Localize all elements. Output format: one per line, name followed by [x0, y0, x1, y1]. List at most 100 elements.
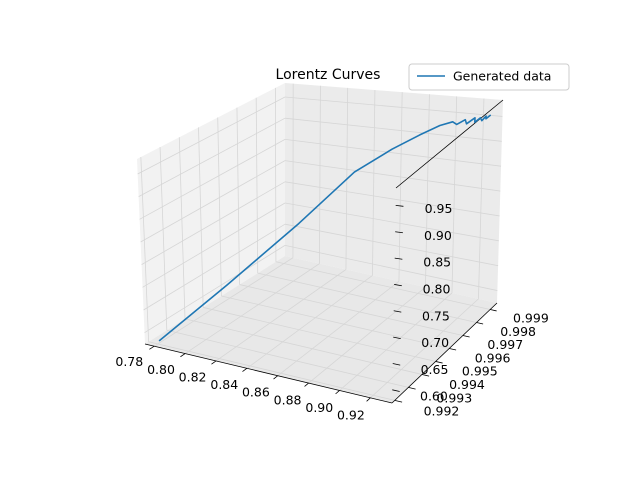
y-tick-label: 0.992	[424, 404, 460, 419]
legend-label: Generated data	[453, 69, 551, 84]
x-axis-line	[144, 343, 393, 404]
y-tick-label: 0.998	[500, 324, 536, 339]
x-tick-label: 0.84	[210, 377, 238, 392]
z-tick-mark	[392, 389, 400, 392]
grid-line-y-floor	[184, 318, 423, 375]
y-tick-mark	[408, 387, 416, 390]
y-tick-mark	[476, 322, 484, 325]
grid-line-y-floor	[148, 341, 395, 401]
grid-line-z-left	[137, 96, 286, 175]
grid-line-y-floor	[257, 272, 477, 323]
y-tick-mark	[449, 348, 457, 351]
grid-line-z-left	[144, 245, 286, 334]
z-axis-line	[395, 99, 504, 189]
grid-line-y-floor	[221, 295, 450, 349]
y-tick-mark	[490, 309, 497, 312]
x-tick-mark	[304, 382, 309, 387]
grid-line-z-back	[284, 138, 502, 167]
z-tick-mark	[394, 257, 403, 260]
x-tick-label: 0.90	[305, 400, 333, 415]
x-tick-mark	[180, 353, 186, 358]
grid-line-z-back	[284, 160, 501, 192]
x-tick-mark	[366, 397, 371, 402]
grid-line-x-back	[398, 92, 403, 282]
grid-line-y-left	[159, 147, 168, 331]
y-tick-mark	[394, 400, 403, 403]
z-tick-mark	[393, 336, 401, 340]
y-tick-label: 0.997	[487, 337, 523, 352]
x-tick-label: 0.88	[274, 392, 302, 407]
floor-pane	[145, 256, 497, 403]
grid-line-z-left	[140, 160, 286, 243]
grid-line-x-floor	[277, 280, 400, 377]
x-tick-label: 0.82	[179, 369, 207, 384]
grid-line-z-back	[284, 96, 503, 117]
axis-lines	[144, 99, 504, 404]
left-pane	[137, 83, 285, 344]
z-tick-label: 0.65	[421, 362, 449, 377]
grid-line-z-back	[284, 245, 498, 291]
series-layer	[158, 114, 492, 342]
grid-line-x-floor	[370, 298, 479, 399]
y-tick-label: 0.999	[513, 311, 549, 326]
grid-line-x-back	[451, 96, 458, 294]
x-tick-mark	[242, 368, 248, 372]
x-tick-mark	[149, 345, 155, 350]
y-tick-label: 0.995	[462, 364, 498, 379]
tick-labels: 0.780.800.820.840.860.880.900.92 0.9920.9…	[115, 201, 548, 422]
grid-line-y-floor	[166, 329, 409, 388]
z-tick-mark	[392, 363, 401, 366]
grid-line-x-floor	[215, 269, 347, 362]
y-tick-mark	[421, 374, 430, 377]
grid-lines	[137, 83, 503, 401]
x-tick-label: 0.86	[242, 385, 270, 400]
grid-line-y-left	[236, 107, 240, 285]
y-axis-line	[391, 302, 498, 404]
grid-line-x-back	[319, 85, 321, 264]
grid-line-y-left	[198, 127, 204, 308]
x-tick-label: 0.80	[147, 362, 175, 377]
y-tick-mark	[462, 335, 470, 338]
grid-line-x-floor	[184, 263, 320, 354]
grid-line-x-floor	[246, 275, 373, 369]
z-tick-label: 0.90	[424, 228, 452, 243]
grid-line-z-back	[284, 223, 499, 267]
grid-line-x-floor	[308, 286, 426, 384]
z-tick-label: 0.75	[422, 308, 450, 323]
z-tick-mark	[393, 310, 402, 313]
series-line-generated-data	[158, 114, 492, 342]
grid-line-z-left	[139, 139, 286, 220]
y-tick-label: 0.993	[436, 390, 472, 405]
grid-line-y-left	[274, 87, 277, 262]
z-tick-label: 0.95	[425, 201, 453, 216]
z-tick-label: 0.85	[423, 255, 451, 270]
legend-box	[408, 63, 570, 91]
grid-line-z-back	[284, 202, 499, 242]
z-tick-label: 0.70	[421, 335, 449, 350]
y-tick-label: 0.994	[449, 377, 485, 392]
x-tick-label: 0.92	[337, 408, 365, 423]
grid-line-x-floor	[154, 257, 294, 347]
z-tick-mark	[394, 284, 402, 287]
x-tick-mark	[273, 375, 279, 380]
z-tick-mark	[395, 231, 403, 234]
x-tick-label: 0.78	[115, 354, 143, 369]
grid-line-z-back	[284, 117, 502, 142]
back-pane	[285, 83, 503, 303]
grid-line-y-floor	[275, 261, 491, 310]
grid-line-z-left	[138, 117, 286, 197]
grid-line-z-back	[284, 181, 500, 217]
grid-line-z-left	[141, 181, 286, 265]
grid-line-x-back	[478, 98, 485, 299]
grid-line-y-left	[217, 117, 222, 297]
axis-panes	[137, 83, 503, 403]
grid-line-y-floor	[239, 284, 463, 336]
grid-line-y-left	[178, 137, 186, 319]
grid-line-x-back	[425, 94, 430, 288]
grid-line-x-floor	[339, 292, 453, 391]
z-tick-label: 0.60	[420, 389, 448, 404]
grid-line-y-left	[140, 157, 150, 342]
z-tick-mark	[395, 204, 404, 207]
